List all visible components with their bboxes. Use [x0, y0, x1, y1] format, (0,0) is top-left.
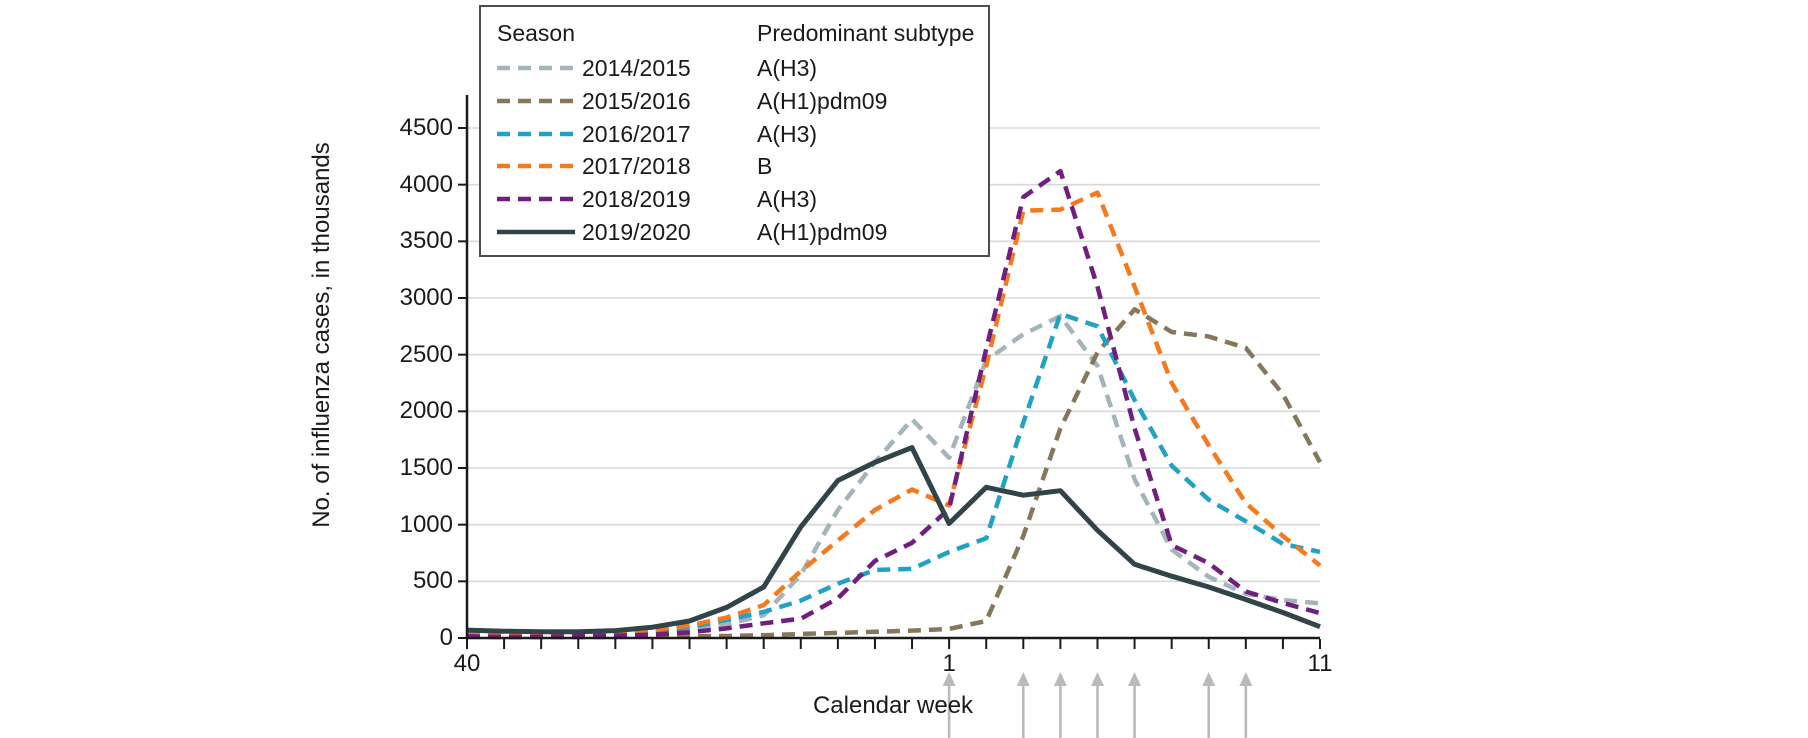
legend-row: 2019/2020 A(H1)pdm09: [481, 217, 988, 247]
legend: Season Predominant subtype 2014/2015 A(H3…: [479, 5, 990, 257]
legend-row: 2015/2016 A(H1)pdm09: [481, 86, 988, 116]
series-line-2019-2020: [466, 445, 1321, 635]
legend-row: 2017/2018 B: [481, 151, 988, 181]
x-tick-label: 1: [942, 650, 956, 677]
legend-header-season: Season: [497, 20, 576, 46]
legend-row: 2016/2017 A(H3): [481, 119, 988, 149]
legend-season-label: 2017/2018: [582, 153, 691, 180]
week-arrow-head: [1202, 672, 1216, 686]
y-tick-label: 3000: [399, 284, 453, 311]
x-axis-title: Calendar week: [812, 692, 974, 719]
series-line-2015-2016: [466, 307, 1322, 640]
y-tick-label: 500: [412, 567, 453, 595]
legend-subtype-label: B: [757, 153, 773, 180]
legend-subtype-label: A(H3): [757, 55, 818, 81]
series-line-2014-2015: [466, 313, 1321, 638]
y-tick-label: 1000: [399, 510, 453, 538]
legend-season-label: 2016/2017: [582, 120, 691, 147]
legend-subtype-label: A(H1)pdm09: [757, 219, 888, 245]
legend-header-subtype: Predominant subtype: [757, 20, 975, 46]
legend-line-sample: [497, 196, 575, 202]
week-arrow-head: [942, 672, 956, 686]
week-arrow-head: [1016, 672, 1030, 686]
legend-season-label: 2014/2015: [582, 55, 691, 81]
legend-line-sample: [497, 164, 575, 169]
legend-season-label: 2018/2019: [582, 186, 691, 213]
legend-subtype-label: A(H3): [757, 120, 818, 147]
y-tick-label: 0: [439, 624, 453, 651]
y-tick-label: 2000: [399, 397, 453, 425]
legend-line-sample: [497, 229, 575, 235]
y-tick-label: 1500: [399, 454, 453, 481]
y-axis-title: No. of influenza cases, in thousands: [308, 142, 335, 528]
legend-season-label: 2019/2020: [582, 219, 691, 245]
x-tick-label: 40: [453, 650, 481, 677]
y-tick-label: 2500: [399, 340, 453, 368]
series-line-2017-2018: [466, 190, 1322, 637]
series-line-2018-2019: [466, 168, 1321, 640]
week-arrow-head: [1090, 672, 1104, 686]
legend-subtype-label: A(H3): [757, 186, 818, 213]
x-tick-label: 11: [1307, 650, 1333, 677]
legend-line-sample: [497, 65, 575, 71]
week-arrow-head: [1128, 672, 1142, 686]
week-arrow-head: [1053, 672, 1067, 686]
y-tick-label: 4500: [399, 114, 453, 141]
legend-row: 2018/2019 A(H3): [481, 184, 988, 214]
series-line-2016-2017: [466, 311, 1321, 639]
legend-row: 2014/2015 A(H3): [481, 53, 988, 83]
legend-line-sample: [497, 98, 575, 104]
week-arrow-head: [1239, 672, 1253, 686]
legend-line-sample: [497, 131, 575, 136]
legend-subtype-label: A(H1)pdm09: [757, 87, 888, 114]
legend-season-label: 2015/2016: [582, 87, 691, 114]
y-tick-label: 3500: [399, 227, 453, 255]
y-tick-label: 4000: [399, 170, 453, 198]
